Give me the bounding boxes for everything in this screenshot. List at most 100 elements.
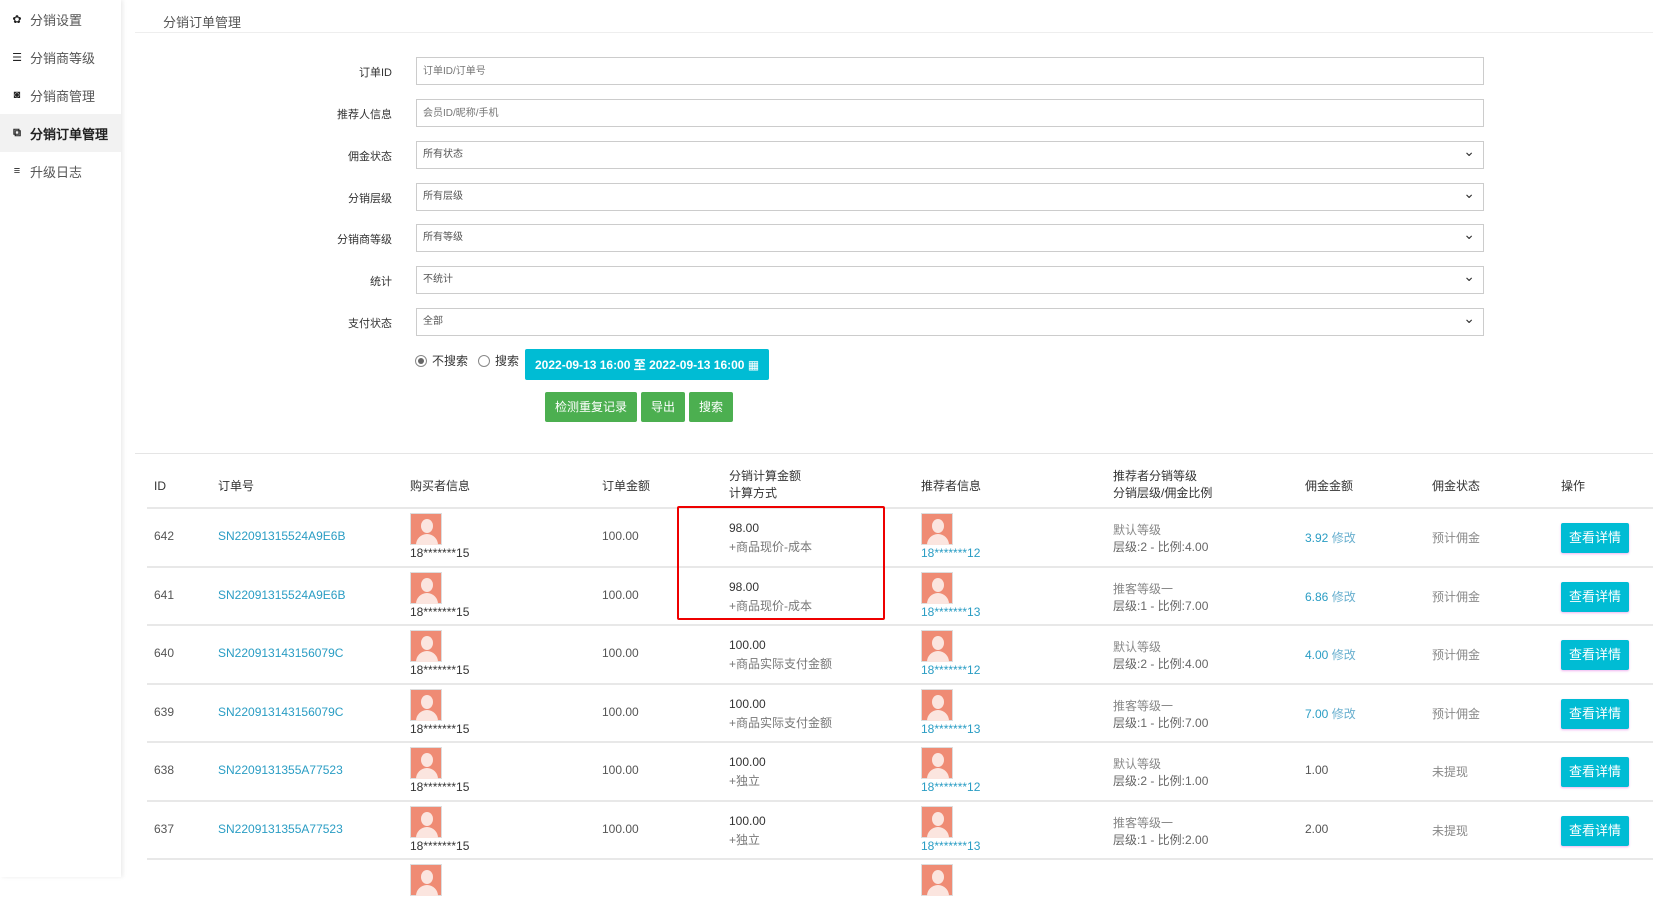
page-title: 分销订单管理 <box>163 15 242 30</box>
buyer-avatar <box>410 513 442 545</box>
grade-ratio: 层级:2 - 比例:4.00 <box>1113 657 1209 671</box>
edit-commission-link[interactable]: 修改 <box>1331 706 1356 721</box>
stats-label: 统计 <box>370 276 392 288</box>
referrer-avatar <box>921 805 953 838</box>
view-detail-button[interactable]: 查看详情 <box>1561 815 1629 846</box>
order-number-link[interactable]: SN22091315524A9E6B <box>218 587 346 602</box>
pay-status-select[interactable]: 全部 <box>416 305 1484 336</box>
level-row: 分销层级 所有层级 <box>135 180 1485 211</box>
calc-amount: 98.00 <box>729 521 760 535</box>
buyer-avatar <box>410 805 442 838</box>
view-detail-button[interactable]: 查看详情 <box>1561 581 1629 612</box>
stats-select[interactable]: 不统计 <box>416 263 1484 294</box>
calc-method: +独立 <box>729 832 761 847</box>
referrer-input[interactable] <box>416 99 1484 127</box>
calc-amount: 98.00 <box>729 579 760 594</box>
view-detail-button[interactable]: 查看详情 <box>1561 757 1629 787</box>
row-id: 641 <box>154 587 175 602</box>
commission-amount: 6.86 修改 <box>1305 588 1356 605</box>
buyer-phone: 18*******15 <box>410 663 470 677</box>
check-duplicates-button[interactable]: 检测重复记录 <box>545 392 637 422</box>
level-select[interactable]: 所有层级 <box>416 180 1484 211</box>
col-calc-method: 计算方式 <box>729 486 778 500</box>
search-button[interactable]: 搜索 <box>689 392 733 422</box>
commission-status: 预计佣金 <box>1432 706 1481 721</box>
referrer-phone[interactable]: 18*******12 <box>921 546 981 560</box>
sidebar-item-2[interactable]: ◙ 分销商管理 <box>0 76 121 114</box>
sidebar-item-label: 分销设置 <box>30 12 83 28</box>
commission-amount: 2.00 <box>1305 822 1328 836</box>
commission-status: 未提现 <box>1432 765 1469 779</box>
referrer-phone[interactable]: 18*******13 <box>921 838 981 853</box>
order-id-label: 订单ID <box>359 67 392 79</box>
buyer-avatar <box>410 630 442 662</box>
sidebar-item-3[interactable]: ⧉ 分销订单管理 <box>0 114 121 152</box>
row-id: 637 <box>154 821 175 836</box>
referrer-avatar <box>921 571 953 604</box>
commission-status-select[interactable]: 所有状态 <box>416 138 1484 169</box>
order-amount: 100.00 <box>602 704 639 719</box>
edit-commission-link[interactable]: 修改 <box>1331 648 1356 662</box>
row-id: 642 <box>154 529 175 543</box>
view-detail-button[interactable]: 查看详情 <box>1561 640 1629 670</box>
grade-ratio: 层级:1 - 比例:2.00 <box>1113 832 1209 847</box>
referrer-phone[interactable]: 18*******12 <box>921 780 981 794</box>
order-number-link[interactable]: SN2209131355A77523 <box>218 821 343 836</box>
radio-search[interactable] <box>478 354 491 367</box>
referrer-phone[interactable]: 18*******12 <box>921 663 981 677</box>
order-number-link[interactable]: SN220913143156079C <box>218 704 344 719</box>
sidebar-item-1[interactable]: ☰ 分销商等级 <box>0 38 121 76</box>
buyer-phone: 18*******15 <box>410 780 470 794</box>
radio-search-label: 搜索 <box>495 354 520 368</box>
date-range-picker[interactable]: 2022-09-13 16:00 至 2022-09-13 16:00 ▦ <box>525 349 769 380</box>
order-id-input[interactable] <box>416 57 1484 85</box>
referrer-phone[interactable]: 18*******13 <box>921 604 981 619</box>
dist-level-row: 分销商等级 所有等级 <box>135 221 1485 252</box>
pay-status-label: 支付状态 <box>348 318 392 330</box>
table-row <box>147 858 1653 916</box>
col-calc-amount: 分销计算金额 <box>729 469 802 483</box>
grade-ratio: 层级:1 - 比例:7.00 <box>1113 598 1209 613</box>
edit-commission-link[interactable]: 修改 <box>1331 531 1356 545</box>
commission-status-row: 佣金状态 所有状态 <box>135 138 1485 169</box>
order-number-link[interactable]: SN2209131355A77523 <box>218 763 343 777</box>
orders-table: ID 订单号 购买者信息 订单金额 分销计算金额 计算方式 推荐者信息 推荐者分销… <box>135 453 1653 896</box>
dist-level-label: 分销商等级 <box>337 234 392 246</box>
edit-commission-link[interactable]: 修改 <box>1331 589 1356 604</box>
order-amount: 100.00 <box>602 646 639 660</box>
commission-value: 3.92 <box>1305 531 1329 545</box>
order-number-link[interactable]: SN220913143156079C <box>218 646 344 660</box>
buyer-avatar <box>410 571 442 604</box>
referrer-label: 推荐人信息 <box>337 109 392 121</box>
buyer-phone: 18*******15 <box>410 604 470 619</box>
sidebar-item-0[interactable]: ✿ 分销设置 <box>0 0 121 38</box>
dist-level-select[interactable]: 所有等级 <box>416 221 1484 252</box>
order-amount: 100.00 <box>602 587 639 602</box>
grade-ratio: 层级:2 - 比例:1.00 <box>1113 774 1209 788</box>
calc-method: +商品现价-成本 <box>729 540 813 554</box>
level-label: 分销层级 <box>348 193 392 205</box>
calc-method: +商品实际支付金额 <box>729 715 833 730</box>
stats-row: 统计 不统计 <box>135 263 1485 294</box>
sidebar-item-label: 分销订单管理 <box>30 126 109 142</box>
order-number-link[interactable]: SN22091315524A9E6B <box>218 529 346 543</box>
sidebar-item-label: 分销商等级 <box>30 50 96 66</box>
export-button[interactable]: 导出 <box>641 392 685 422</box>
buyer-avatar <box>410 864 442 896</box>
view-detail-button[interactable]: 查看详情 <box>1561 523 1629 553</box>
radio-no-search[interactable] <box>415 354 427 367</box>
col-amount: 订单金额 <box>602 479 651 493</box>
referrer-avatar <box>921 747 953 779</box>
col-grade: 推荐者分销等级 分销层级/佣金比例 <box>1113 468 1212 502</box>
sidebar: ✿ 分销设置 ☰ 分销商等级 ◙ 分销商管理 ⧉ 分销订单管理 ≡ 升级日志 <box>0 0 121 877</box>
commission-status: 预计佣金 <box>1432 648 1481 662</box>
view-detail-button[interactable]: 查看详情 <box>1561 698 1629 729</box>
grade-ratio: 层级:1 - 比例:7.00 <box>1113 715 1209 730</box>
referrer-phone[interactable]: 18*******13 <box>921 721 981 736</box>
commission-amount: 3.92 修改 <box>1305 529 1356 546</box>
sidebar-item-4[interactable]: ≡ 升级日志 <box>0 152 121 190</box>
buyer-phone: 18*******15 <box>410 546 470 560</box>
referrer-grade: 推客等级一 <box>1113 698 1174 713</box>
row-id: 640 <box>154 646 175 660</box>
commission-status: 预计佣金 <box>1432 531 1481 545</box>
